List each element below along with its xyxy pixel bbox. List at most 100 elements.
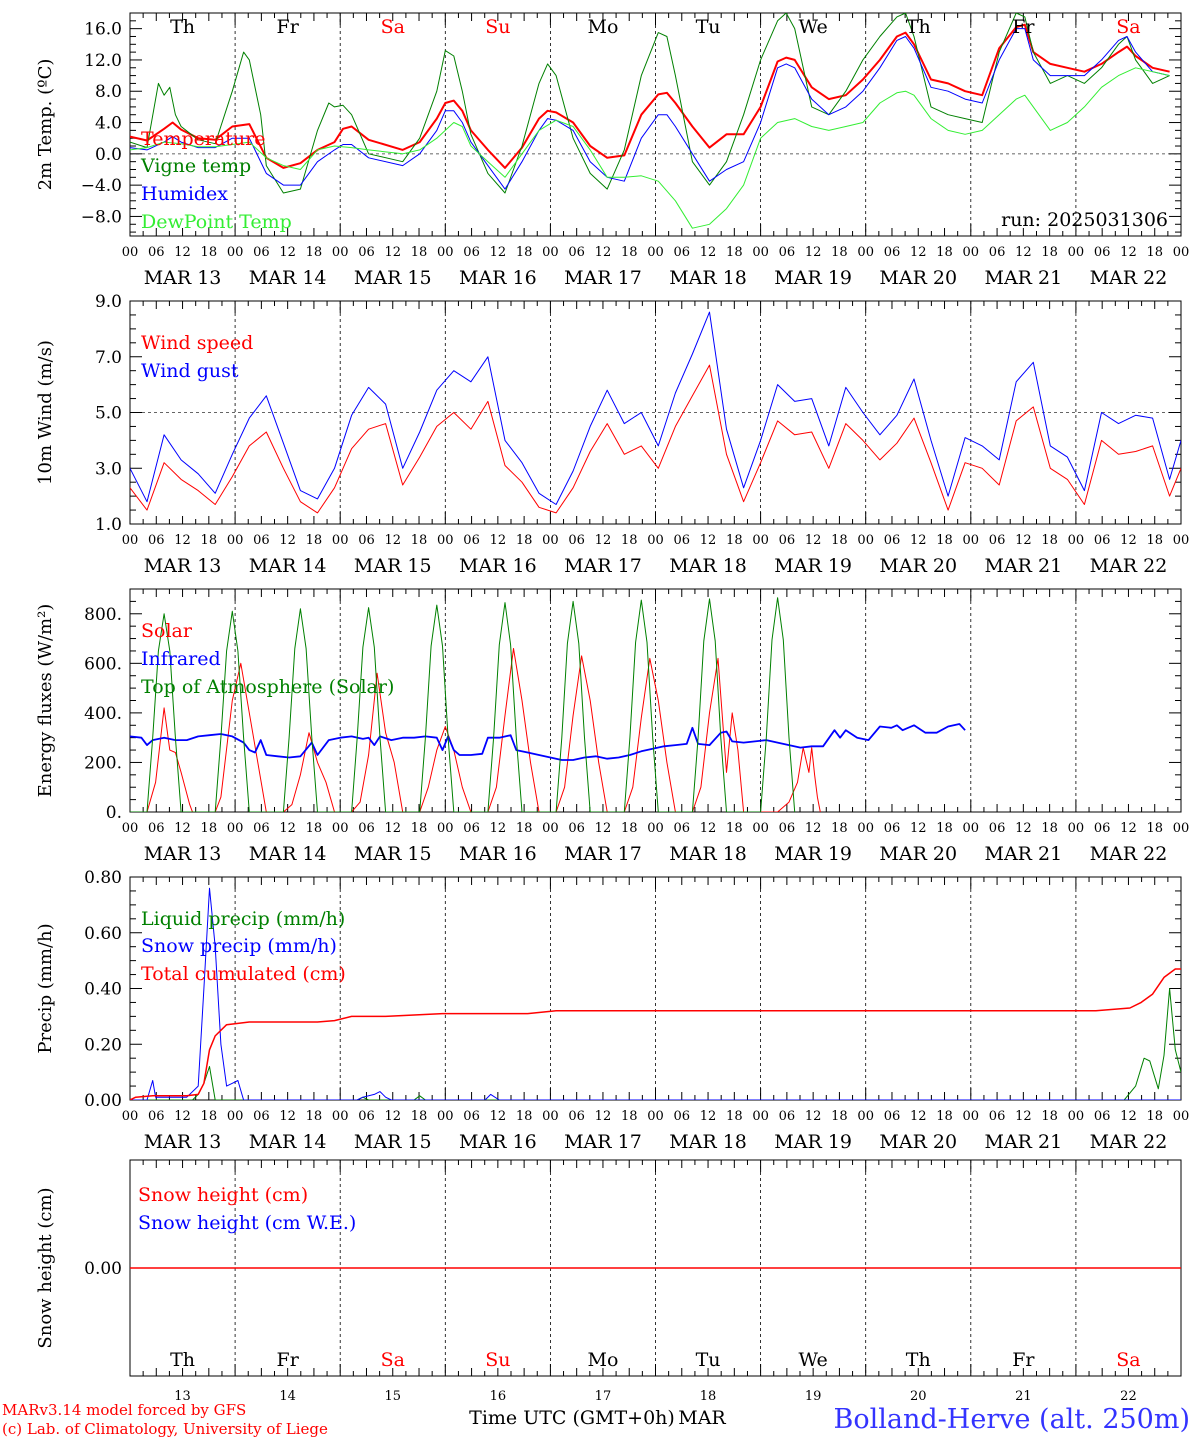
x-hour-label: 18 [306,821,323,836]
x-hour-label: 18 [516,245,533,260]
legend-entry: DewPoint Temp [141,211,292,233]
x-hour-label: 18 [411,533,428,548]
weekday-label: Sa [1116,16,1140,38]
x-hour-label: 06 [568,1109,585,1124]
x-hour-label: 00 [122,533,139,548]
x-hour-label: 00 [227,245,244,260]
x-date-label: MAR 18 [669,555,747,577]
x-hour-label: 18 [1041,1109,1058,1124]
x-hour-label: 00 [332,245,349,260]
x-hour-label: 00 [647,533,664,548]
legend-entry: Wind speed [141,332,253,354]
x-hour-label: 06 [253,245,270,260]
weekday-label: Th [906,16,931,38]
x-date-label: MAR 22 [1090,267,1168,289]
x-date-label: MAR 21 [984,555,1062,577]
x-hour-label: 12 [805,245,822,260]
x-hour-label: 00 [857,533,874,548]
panel-energy: 800. 600. 400. 200. 0. Energy fluxes (W/m²) So… [35,588,1189,865]
legend-entry: Liquid precip (mm/h) [141,908,345,930]
x-hour-label: 06 [989,533,1006,548]
x-hour-label: 18 [201,533,218,548]
run-annotation: run: 2025031306 [1001,209,1168,231]
x-hour-label: 18 [411,821,428,836]
x-date-label: MAR 20 [879,555,957,577]
x-date-label: MAR 17 [564,555,642,577]
x-hour-label: 06 [568,533,585,548]
weekday-label: Tu [696,16,721,38]
x-hour-label: 00 [1173,245,1190,260]
x-hour-label: 12 [384,821,401,836]
weekday-label: Su [485,16,510,38]
weekday-label: Mo [587,1349,618,1371]
x-hour-label: 12 [279,821,296,836]
x-hour-label: 00 [122,245,139,260]
x-hour-label: 00 [963,533,980,548]
x-hour-label: 06 [779,533,796,548]
y-tick-label: 0.00 [84,1259,122,1279]
x-hour-label: 06 [1094,1109,1111,1124]
day-number-label: 19 [805,1389,822,1404]
x-hour-label: 12 [1015,1109,1032,1124]
x-hour-label: 18 [1146,1109,1163,1124]
y-tick-label: 0.40 [84,980,122,1000]
x-hour-label: 18 [726,245,743,260]
x-hour-label: 00 [1068,1109,1085,1124]
x-hour-label: 18 [201,821,218,836]
series-line [130,648,821,812]
x-hour-label: 12 [595,533,612,548]
weekday-label: Mo [587,16,618,38]
weekday-label: Su [485,1349,510,1371]
x-date-label: MAR 14 [249,843,327,865]
x-date-label: MAR 13 [144,843,222,865]
weekday-label: Fr [1012,16,1035,38]
x-hour-label: 12 [490,245,507,260]
x-axis-title: Time UTC (GMT+0h) [469,1407,675,1429]
y-axis-label: Precip (mm/h) [35,923,56,1053]
x-date-label: MAR 19 [774,267,852,289]
x-hour-label: 12 [1015,821,1032,836]
day-number-label: 20 [910,1389,927,1404]
x-date-label: MAR 15 [354,555,432,577]
x-hour-label: 12 [174,245,191,260]
panel-precip: 0.80 0.60 0.40 0.20 0.00 Precip (mm/h) Liquid … [35,868,1189,1153]
x-hour-label: 18 [726,1109,743,1124]
x-hour-label: 00 [437,821,454,836]
x-hour-label: 12 [1015,533,1032,548]
series-group [130,13,1170,229]
y-tick-label: 0. [106,803,122,823]
series-group [130,887,1181,1100]
x-hour-label: 12 [174,533,191,548]
legend-entry: Snow height (cm W.E.) [138,1212,356,1234]
x-hour-label: 00 [332,533,349,548]
series-line [130,364,1181,514]
x-date-label: MAR 20 [879,1131,957,1153]
x-hour-label: 12 [805,1109,822,1124]
panel-temperature: 16.0 12.0 8.0 4.0 0.0 −4.0 −8.0 2m Temp. (ºC) Te… [35,12,1190,289]
x-hour-label: 06 [674,533,691,548]
weekday-label: Th [170,16,195,38]
series-line [130,28,1170,190]
x-hour-label: 06 [674,821,691,836]
x-hour-label: 18 [1041,245,1058,260]
x-hour-label: 12 [384,245,401,260]
x-hour-label: 06 [674,1109,691,1124]
x-hour-label: 00 [437,533,454,548]
x-hour-label: 12 [1120,533,1137,548]
x-hour-label: 18 [936,821,953,836]
y-tick-label: 400. [84,704,122,724]
x-hour-label: 18 [516,1109,533,1124]
x-date-label: MAR 13 [144,1131,222,1153]
x-hour-label: 18 [411,1109,428,1124]
x-hour-label: 06 [148,245,165,260]
x-hour-label: 06 [253,821,270,836]
x-date-label: MAR 21 [984,267,1062,289]
x-hour-label: 06 [779,245,796,260]
x-hour-label: 18 [1146,533,1163,548]
x-hour-label: 18 [831,821,848,836]
x-hour-label: 00 [963,1109,980,1124]
x-hour-label: 18 [306,533,323,548]
legend-entry: Snow height (cm) [138,1184,308,1206]
day-number-label: 21 [1015,1389,1032,1404]
